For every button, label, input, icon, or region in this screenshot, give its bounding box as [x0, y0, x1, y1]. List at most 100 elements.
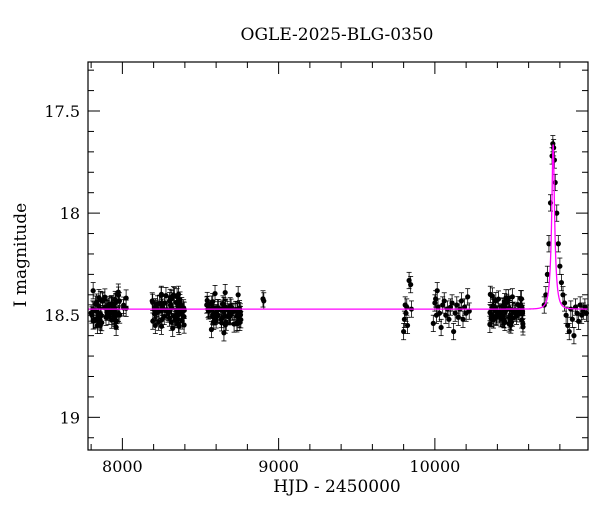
model-curve: [88, 144, 588, 310]
point-marker: [571, 333, 577, 339]
y-tick-label: 18: [60, 204, 80, 223]
point-marker: [210, 299, 216, 305]
point-marker: [519, 310, 526, 316]
point-marker: [167, 294, 173, 301]
data-point: [105, 297, 111, 315]
point-marker: [99, 298, 106, 304]
point-marker: [403, 310, 409, 316]
point-marker: [557, 263, 563, 269]
point-marker: [156, 300, 163, 306]
data-point: [557, 257, 563, 275]
point-marker: [438, 324, 444, 331]
point-marker: [234, 313, 240, 320]
data-point: [163, 287, 169, 305]
point-marker: [93, 299, 100, 305]
point-marker: [178, 311, 184, 317]
data-point: [237, 303, 243, 321]
point-marker: [208, 326, 215, 333]
point-marker: [169, 305, 175, 311]
data-point: [154, 303, 160, 322]
y-tick-label: 19: [60, 408, 80, 427]
data-point: [168, 313, 174, 331]
point-marker: [237, 309, 243, 315]
data-point: [89, 306, 95, 324]
point-marker: [458, 298, 465, 304]
point-marker: [577, 302, 583, 308]
point-marker: [96, 303, 102, 309]
point-marker: [220, 301, 226, 307]
data-point: [454, 296, 460, 314]
point-marker: [434, 288, 440, 294]
point-marker: [104, 309, 110, 315]
point-marker: [404, 322, 411, 329]
point-marker: [163, 293, 169, 299]
data-point: [507, 312, 513, 331]
point-marker: [222, 289, 228, 296]
point-marker: [555, 241, 561, 247]
point-marker: [460, 316, 466, 322]
data-point: [222, 283, 228, 302]
y-axis-label: I magnitude: [11, 203, 31, 307]
data-point: [174, 288, 180, 306]
point-marker: [466, 308, 472, 314]
point-marker: [89, 312, 95, 318]
data-point: [569, 310, 575, 328]
point-marker: [487, 321, 493, 328]
point-marker: [430, 320, 436, 326]
x-axis-label: HJD - 2450000: [273, 477, 401, 497]
point-marker: [261, 298, 267, 304]
point-marker: [158, 323, 165, 329]
data-point: [466, 302, 472, 320]
point-marker: [454, 302, 460, 308]
point-marker: [408, 281, 414, 288]
data-point: [438, 318, 444, 337]
data-point: [465, 288, 471, 306]
data-point: [499, 297, 505, 315]
data-point: [158, 317, 165, 335]
data-point: [93, 293, 100, 311]
data-point: [577, 296, 583, 314]
point-marker: [552, 179, 558, 186]
point-marker: [506, 295, 512, 301]
plot-frame: [87, 61, 589, 451]
point-marker: [152, 322, 158, 329]
point-marker: [223, 319, 229, 325]
point-marker: [227, 303, 233, 309]
x-tick-label: 8000: [102, 457, 143, 476]
point-marker: [576, 318, 582, 324]
point-marker: [446, 316, 452, 322]
data-point: [401, 322, 407, 341]
point-marker: [163, 308, 170, 314]
data-point: [96, 297, 102, 315]
data-point: [223, 313, 229, 331]
axis-ticks: 8000 9000 10000 17.5 18 18.5 19: [44, 62, 588, 476]
point-marker: [432, 300, 438, 306]
point-marker: [563, 312, 569, 318]
point-marker: [449, 300, 455, 306]
point-marker: [113, 312, 119, 318]
data-point: [430, 314, 436, 332]
point-marker: [229, 309, 235, 315]
data-point: [218, 310, 224, 329]
data-point: [451, 322, 457, 341]
point-marker: [115, 289, 121, 295]
data-point: [404, 298, 410, 316]
data-point: [506, 289, 512, 307]
point-marker: [507, 318, 513, 325]
data-point: [227, 297, 233, 315]
point-marker: [404, 304, 410, 310]
data-point: [446, 310, 452, 328]
point-marker: [174, 294, 180, 300]
point-marker: [113, 318, 120, 324]
point-marker: [451, 328, 457, 335]
data-point: [497, 305, 503, 323]
data-point: [460, 310, 466, 328]
data-point: [90, 282, 96, 300]
point-marker: [544, 271, 550, 277]
point-marker: [175, 321, 182, 327]
point-marker: [173, 315, 180, 321]
point-marker: [218, 316, 224, 323]
point-marker: [546, 241, 552, 247]
point-marker: [558, 279, 565, 286]
